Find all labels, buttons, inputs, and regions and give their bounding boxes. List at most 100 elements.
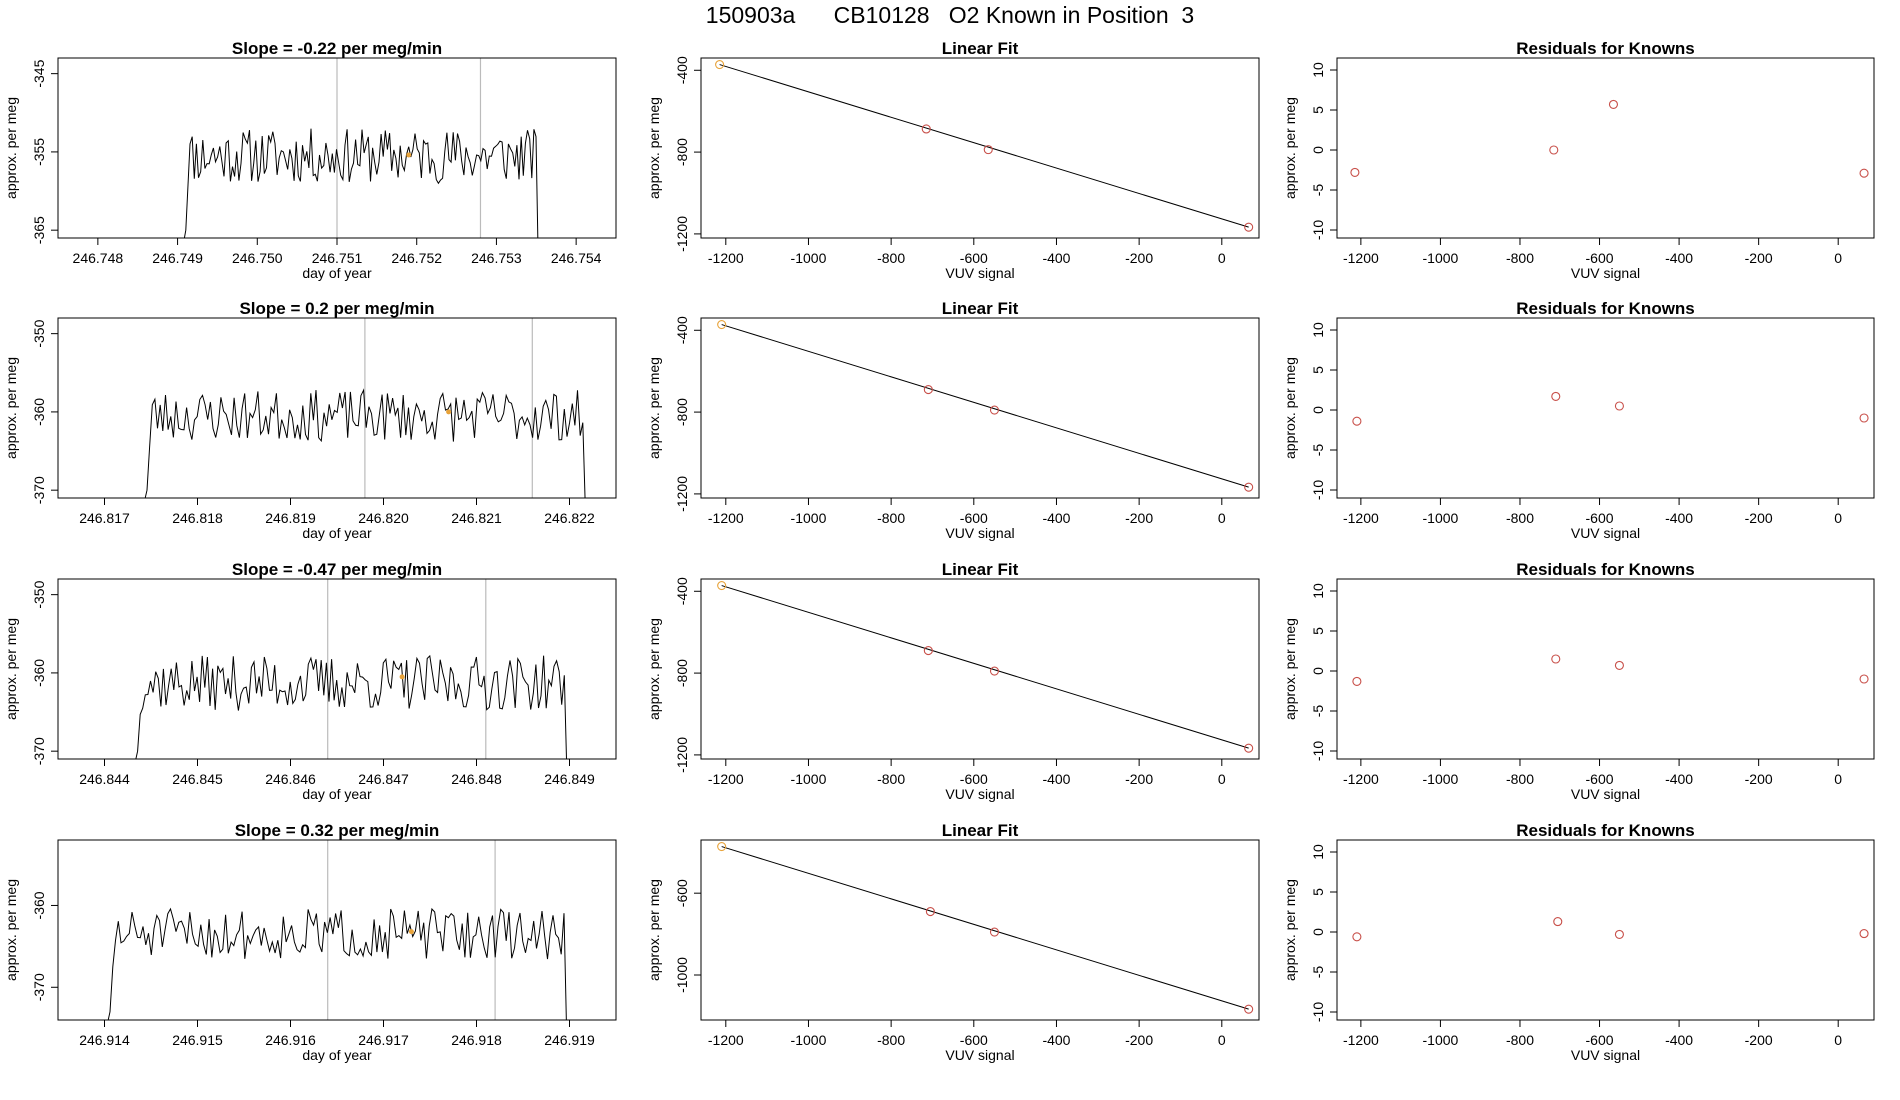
x-tick-label: 0 xyxy=(1218,771,1226,787)
data-point xyxy=(717,580,727,591)
plot-box xyxy=(700,57,1260,239)
x-axis-label: VUV signal xyxy=(945,1047,1014,1063)
x-tick-label: -1200 xyxy=(1343,1032,1379,1048)
chart-p-2-3: Residuals for Knowns-1200 -1000 -800 -600 -4… xyxy=(1282,299,1875,541)
plot-box xyxy=(57,578,617,760)
x-tick-label: -1000 xyxy=(791,771,827,787)
x-tick-label: 0 xyxy=(1218,510,1226,526)
data-point xyxy=(1244,482,1254,492)
y-axis-label: approx. per meg xyxy=(1282,357,1298,459)
highlight-point xyxy=(406,152,412,158)
x-tick-label: 246.916 xyxy=(265,1032,316,1048)
chart-p-3-3: Residuals for Knowns-1200 -1000 -800 -600 -4… xyxy=(1282,560,1875,802)
x-tick-label: -1200 xyxy=(1343,250,1379,266)
x-tick-label: 246.848 xyxy=(451,771,502,787)
fit-line xyxy=(721,846,1249,1010)
x-tick-label: -200 xyxy=(1125,510,1153,526)
data-point xyxy=(923,646,933,656)
x-tick-label: -200 xyxy=(1745,250,1773,266)
data-point xyxy=(989,666,1000,676)
data-point xyxy=(1352,676,1362,686)
data-point xyxy=(921,124,931,134)
y-tick-label: 10 xyxy=(1310,322,1326,338)
x-tick-label: -800 xyxy=(877,250,905,266)
x-tick-label: -600 xyxy=(1586,771,1614,787)
y-tick-label: -1000 xyxy=(674,957,690,993)
x-tick-label: -400 xyxy=(1042,1032,1070,1048)
data-point xyxy=(1244,222,1254,232)
x-tick-label: -400 xyxy=(1042,250,1070,266)
y-tick-label: 10 xyxy=(1310,844,1326,860)
y-tick-label: -400 xyxy=(674,56,690,84)
x-tick-label: 246.915 xyxy=(172,1032,223,1048)
x-tick-label: -200 xyxy=(1125,250,1153,266)
y-tick-label: -10 xyxy=(1310,220,1326,240)
x-tick-label: -600 xyxy=(1586,250,1614,266)
x-tick-label: 246.847 xyxy=(358,771,409,787)
chart-title: Slope = -0.47 per meg/min xyxy=(232,560,442,579)
y-tick-label: -5 xyxy=(1310,444,1326,457)
chart-p-1-3: Residuals for Knowns-1200 -1000 -800 -600 -4… xyxy=(1282,39,1875,281)
x-tick-label: 246.751 xyxy=(312,250,363,266)
fit-line xyxy=(721,324,1249,488)
x-tick-label: 0 xyxy=(1218,1032,1226,1048)
y-axis-label: approx. per meg xyxy=(1282,97,1298,199)
x-tick-label: -600 xyxy=(960,510,988,526)
y-tick-label: -370 xyxy=(31,973,47,1001)
x-tick-label: -1000 xyxy=(1423,771,1459,787)
x-tick-label: 246.914 xyxy=(79,1032,130,1048)
data-point xyxy=(1551,391,1561,401)
data-point xyxy=(1350,167,1360,177)
y-axis-label: approx. per meg xyxy=(646,97,662,199)
y-tick-label: -360 xyxy=(31,398,47,426)
plot-box xyxy=(700,317,1260,499)
plot-box xyxy=(700,839,1260,1021)
x-tick-label: -1200 xyxy=(708,510,744,526)
x-axis-label: day of year xyxy=(302,1047,372,1063)
y-tick-label: 0 xyxy=(1310,406,1326,414)
x-tick-label: -400 xyxy=(1665,1032,1693,1048)
y-tick-label: 5 xyxy=(1310,106,1326,114)
y-tick-label: -360 xyxy=(31,891,47,919)
plot-box xyxy=(1336,57,1875,239)
x-axis-label: VUV signal xyxy=(945,786,1014,802)
chart-title: Linear Fit xyxy=(942,821,1019,840)
chart-title: Linear Fit xyxy=(942,560,1019,579)
y-tick-label: -355 xyxy=(31,138,47,166)
chart-p-3-2: Linear Fit -1200 -1000 -800 -600 -400 -200 0 -40… xyxy=(646,560,1260,802)
y-axis-label: approx. per meg xyxy=(1282,879,1298,981)
x-tick-label: -800 xyxy=(877,1032,905,1048)
chart-p-4-2: Linear Fit -1200 -1000 -800 -600 -400 -200 0 -60… xyxy=(646,821,1260,1063)
data-point xyxy=(1549,145,1559,155)
y-tick-label: -1200 xyxy=(674,216,690,252)
x-tick-label: -1000 xyxy=(791,1032,827,1048)
x-tick-label: -1200 xyxy=(708,771,744,787)
x-tick-label: 246.748 xyxy=(73,250,124,266)
y-tick-label: 5 xyxy=(1310,366,1326,374)
x-axis-label: VUV signal xyxy=(1571,525,1640,541)
x-tick-label: 246.846 xyxy=(265,771,316,787)
data-point xyxy=(1859,168,1869,178)
series-line xyxy=(183,128,539,238)
y-tick-label: -5 xyxy=(1310,966,1326,979)
x-tick-label: 246.917 xyxy=(358,1032,409,1048)
y-tick-label: -370 xyxy=(31,476,47,504)
x-tick-label: -200 xyxy=(1125,1032,1153,1048)
chart-p-1-1: Slope = -0.22 per meg/min 246.748 246.749 2… xyxy=(3,39,617,281)
data-point xyxy=(1352,932,1362,942)
x-tick-label: -400 xyxy=(1665,510,1693,526)
chart-title: Slope = 0.32 per meg/min xyxy=(235,821,440,840)
x-tick-label: -1000 xyxy=(791,510,827,526)
x-tick-label: 246.849 xyxy=(544,771,595,787)
x-tick-label: 0 xyxy=(1834,1032,1842,1048)
fit-line xyxy=(721,585,1249,749)
x-tick-label: -800 xyxy=(877,771,905,787)
page-title: 150903a CB10128 O2 Known in Position 3 xyxy=(705,2,1195,28)
y-tick-label: -5 xyxy=(1310,705,1326,718)
chart-title: Slope = -0.22 per meg/min xyxy=(232,39,442,58)
y-tick-label: 0 xyxy=(1310,146,1326,154)
fit-line xyxy=(719,64,1249,228)
y-axis-label: approx. per meg xyxy=(3,879,19,981)
data-point xyxy=(1614,401,1624,411)
x-tick-label: 246.820 xyxy=(358,510,409,526)
